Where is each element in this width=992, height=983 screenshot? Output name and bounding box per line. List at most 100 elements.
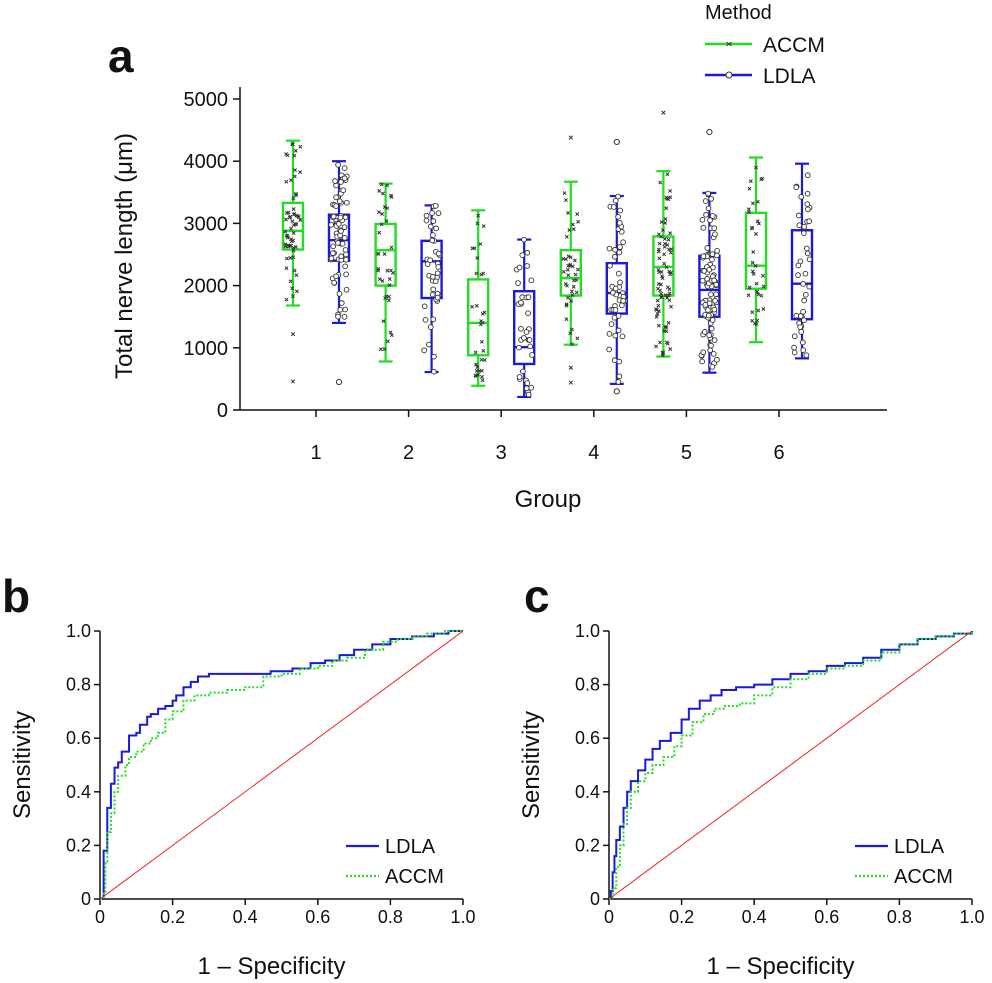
ldla-point — [524, 249, 531, 256]
accm-point — [290, 141, 295, 146]
accm-point — [384, 294, 389, 299]
accm-point — [288, 279, 293, 284]
accm-point — [660, 276, 665, 281]
accm-point — [376, 266, 381, 271]
y-tick-label: 2000 — [184, 276, 229, 298]
ldla-point — [333, 194, 339, 201]
accm-point — [283, 244, 288, 249]
accm-point — [746, 207, 751, 212]
accm-point — [666, 320, 671, 325]
y-tick-label: 0.8 — [575, 675, 600, 695]
reference-diagonal — [99, 630, 464, 900]
y-tick-label: 0 — [590, 889, 600, 909]
ldla-point — [619, 333, 626, 340]
ldla-point — [518, 325, 524, 332]
ldla-point — [427, 223, 434, 230]
accm-point — [285, 153, 290, 158]
ldla-point — [805, 206, 811, 213]
accm-point — [658, 180, 663, 185]
accm-point — [284, 179, 289, 184]
ldla-point — [343, 286, 350, 293]
ldla-point — [343, 251, 349, 258]
accm-point — [385, 206, 390, 211]
accm-point — [377, 277, 382, 282]
accm-point — [659, 220, 664, 225]
ldla-point — [339, 240, 346, 247]
accm-point — [669, 304, 673, 309]
accm-point — [476, 372, 481, 377]
panel-c-roc: 0 0.2 0.4 0.6 0.8 1.0 0 0.2 0.4 0.6 0.8 1.0 1 – Spec… — [518, 621, 985, 980]
accm-point — [654, 314, 659, 319]
accm-point — [475, 221, 480, 226]
accm-point — [653, 307, 658, 311]
accm-point — [377, 230, 382, 235]
ldla-point — [795, 262, 802, 269]
accm-point — [573, 272, 578, 277]
legend-label-ldla: LDLA — [763, 65, 816, 88]
accm-point — [749, 225, 754, 230]
ldla-point — [806, 256, 813, 263]
ldla-point — [803, 245, 810, 252]
ldla-point — [430, 232, 436, 238]
ldla-box — [790, 229, 814, 321]
accm-point — [657, 256, 662, 261]
accm-point — [658, 288, 663, 293]
ldla-point — [429, 210, 435, 216]
x-tick-label: 1.0 — [450, 907, 475, 927]
accm-point — [570, 264, 575, 269]
ldla-point — [333, 182, 339, 189]
ldla-outlier — [613, 388, 620, 395]
x-tick-label: 0.8 — [887, 907, 912, 927]
y-tick-label: 0 — [217, 400, 228, 422]
accm-point — [571, 284, 576, 289]
ldla-point — [524, 263, 530, 269]
accm-point — [292, 268, 297, 273]
x-tick-label: 4 — [588, 442, 599, 464]
accm-point — [667, 269, 672, 274]
ldla-outlier — [335, 378, 343, 386]
accm-point — [286, 244, 291, 249]
accm-point — [664, 206, 669, 211]
ldla-point — [427, 324, 434, 330]
accm-point — [568, 262, 573, 267]
ldla-point — [521, 335, 527, 341]
accm-point — [563, 257, 568, 262]
ldla-point — [712, 231, 718, 238]
ldla-point — [431, 368, 437, 375]
ldla-point — [423, 212, 430, 219]
accm-point — [475, 365, 480, 370]
accm-point — [569, 342, 574, 347]
ldla-point — [608, 321, 615, 327]
ldla-point — [708, 195, 715, 202]
ldla-point — [434, 294, 441, 301]
x-tick-label: 0.4 — [233, 907, 258, 927]
ldla-point — [804, 172, 811, 179]
accm-point — [290, 286, 295, 291]
ldla-point — [612, 332, 619, 339]
accm-point — [753, 232, 758, 236]
y-tick-label: 1000 — [184, 338, 229, 360]
x-tick-label: 0.2 — [160, 907, 185, 927]
ldla-point — [611, 253, 618, 260]
accm-point — [564, 234, 569, 239]
ldla-point — [526, 337, 533, 343]
accm-point — [761, 284, 766, 289]
accm-point — [666, 237, 671, 242]
y-axis-title: Sensitivity — [518, 711, 545, 819]
legend-label-ldla: LDLA — [385, 836, 436, 858]
ldla-point — [795, 212, 802, 219]
ldla-point — [615, 379, 622, 385]
accm-point — [293, 245, 298, 249]
accm-point — [291, 196, 296, 201]
accm-point — [566, 295, 570, 300]
ldla-point — [804, 201, 811, 208]
accm-point — [756, 221, 761, 226]
accm-point — [381, 319, 386, 324]
ldla-point — [797, 324, 804, 330]
ldla-point — [341, 175, 348, 182]
legend-marker-accm — [726, 41, 732, 47]
accm-point — [655, 298, 660, 303]
ldla-point — [791, 349, 798, 356]
accm-point — [567, 228, 572, 232]
ldla-point — [712, 297, 718, 304]
